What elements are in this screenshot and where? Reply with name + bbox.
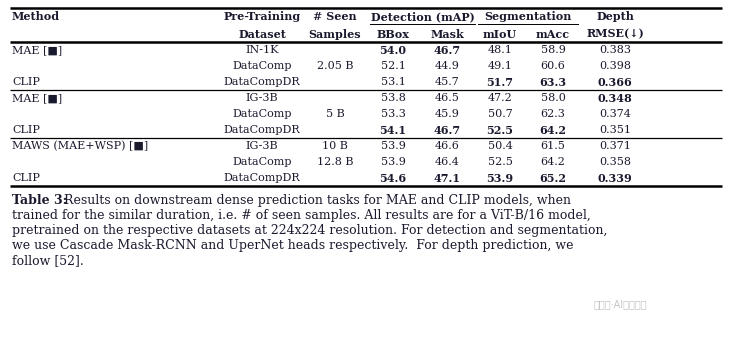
Text: MAE [■]: MAE [■] — [12, 45, 62, 55]
Text: 49.1: 49.1 — [488, 61, 512, 71]
Text: 0.366: 0.366 — [597, 76, 632, 87]
Text: 44.9: 44.9 — [435, 61, 460, 71]
Text: 46.6: 46.6 — [435, 141, 460, 151]
Text: BBox: BBox — [376, 29, 409, 40]
Text: CLIP: CLIP — [12, 77, 40, 87]
Text: Segmentation: Segmentation — [485, 11, 572, 22]
Text: 53.9: 53.9 — [381, 157, 406, 167]
Text: 46.7: 46.7 — [433, 44, 460, 55]
Text: 64.2: 64.2 — [540, 157, 565, 167]
Text: 48.1: 48.1 — [488, 45, 512, 55]
Text: 52.1: 52.1 — [381, 61, 406, 71]
Text: RMSE(↓): RMSE(↓) — [586, 29, 644, 40]
Text: IG-3B: IG-3B — [246, 93, 278, 103]
Text: 45.9: 45.9 — [435, 109, 460, 119]
Text: 46.7: 46.7 — [433, 125, 460, 136]
Text: DataComp: DataComp — [232, 157, 292, 167]
Text: trained for the similar duration, i.e. # of seen samples. All results are for a : trained for the similar duration, i.e. #… — [12, 209, 591, 222]
Text: 50.7: 50.7 — [488, 109, 512, 119]
Text: 5 B: 5 B — [326, 109, 344, 119]
Text: 54.0: 54.0 — [379, 44, 406, 55]
Text: 58.0: 58.0 — [540, 93, 565, 103]
Text: IG-3B: IG-3B — [246, 141, 278, 151]
Text: 64.2: 64.2 — [539, 125, 567, 136]
Text: 52.5: 52.5 — [488, 157, 512, 167]
Text: 45.7: 45.7 — [435, 77, 460, 87]
Text: 2.05 B: 2.05 B — [317, 61, 354, 71]
Text: 0.374: 0.374 — [599, 109, 631, 119]
Text: 51.7: 51.7 — [487, 76, 514, 87]
Text: mAcc: mAcc — [536, 29, 570, 40]
Text: 0.339: 0.339 — [597, 172, 632, 183]
Text: 54.1: 54.1 — [379, 125, 406, 136]
Text: IN-1K: IN-1K — [245, 45, 279, 55]
Text: 0.383: 0.383 — [599, 45, 631, 55]
Text: 46.5: 46.5 — [435, 93, 460, 103]
Text: 0.348: 0.348 — [597, 93, 632, 104]
Text: 53.3: 53.3 — [381, 109, 406, 119]
Text: 53.9: 53.9 — [381, 141, 406, 151]
Text: we use Cascade Mask-RCNN and UperNet heads respectively.  For depth prediction, : we use Cascade Mask-RCNN and UperNet hea… — [12, 239, 573, 252]
Text: pretrained on the respective datasets at 224x224 resolution. For detection and s: pretrained on the respective datasets at… — [12, 224, 608, 237]
Text: 52.5: 52.5 — [487, 125, 514, 136]
Text: Depth: Depth — [596, 11, 634, 22]
Text: 0.351: 0.351 — [599, 125, 631, 135]
Text: DataComp: DataComp — [232, 109, 292, 119]
Text: DataCompDR: DataCompDR — [224, 77, 300, 87]
Text: 47.1: 47.1 — [433, 172, 460, 183]
Text: 47.2: 47.2 — [488, 93, 512, 103]
Text: MAE [■]: MAE [■] — [12, 93, 62, 103]
Text: 61.5: 61.5 — [540, 141, 565, 151]
Text: Dataset: Dataset — [238, 29, 286, 40]
Text: 12.8 B: 12.8 B — [317, 157, 354, 167]
Text: 46.4: 46.4 — [435, 157, 460, 167]
Text: 65.2: 65.2 — [539, 172, 567, 183]
Text: 58.9: 58.9 — [540, 45, 565, 55]
Text: Samples: Samples — [309, 29, 362, 40]
Text: 50.4: 50.4 — [488, 141, 512, 151]
Text: Detection (mAP): Detection (mAP) — [370, 11, 474, 22]
Text: 53.8: 53.8 — [381, 93, 406, 103]
Text: Mask: Mask — [430, 29, 464, 40]
Text: CLIP: CLIP — [12, 125, 40, 135]
Text: 0.371: 0.371 — [599, 141, 631, 151]
Text: CLIP: CLIP — [12, 173, 40, 183]
Text: 63.3: 63.3 — [539, 76, 567, 87]
Text: 0.398: 0.398 — [599, 61, 631, 71]
Text: 62.3: 62.3 — [540, 109, 565, 119]
Text: 60.6: 60.6 — [540, 61, 565, 71]
Text: 54.6: 54.6 — [379, 172, 406, 183]
Text: DataComp: DataComp — [232, 61, 292, 71]
Text: Pre-Training: Pre-Training — [223, 11, 301, 22]
Text: 公众号·AI生成未来: 公众号·AI生成未来 — [593, 299, 647, 309]
Text: Method: Method — [12, 11, 60, 22]
Text: 53.9: 53.9 — [487, 172, 514, 183]
Text: follow [52].: follow [52]. — [12, 254, 83, 267]
Text: DataCompDR: DataCompDR — [224, 173, 300, 183]
Text: Table 3:: Table 3: — [12, 194, 67, 207]
Text: mIoU: mIoU — [483, 29, 517, 40]
Text: MAWS (MAE+WSP) [■]: MAWS (MAE+WSP) [■] — [12, 141, 149, 151]
Text: 53.1: 53.1 — [381, 77, 406, 87]
Text: DataCompDR: DataCompDR — [224, 125, 300, 135]
Text: # Seen: # Seen — [313, 11, 356, 22]
Text: Results on downstream dense prediction tasks for MAE and CLIP models, when: Results on downstream dense prediction t… — [56, 194, 571, 207]
Text: 0.358: 0.358 — [599, 157, 631, 167]
Text: 10 B: 10 B — [322, 141, 348, 151]
